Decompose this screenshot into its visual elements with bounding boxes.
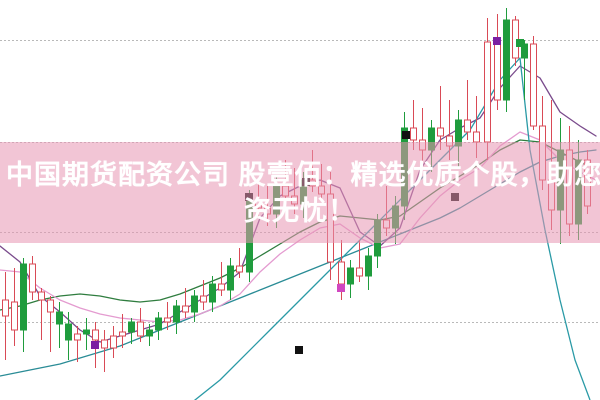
candle [101, 330, 108, 372]
candle-body [521, 43, 528, 59]
signal-marker [516, 39, 524, 47]
banner-line-1: 中国期货配资公司 股壹佰：精选优质个股，助您投 [6, 159, 600, 190]
candle-body [20, 263, 27, 331]
candle [29, 256, 36, 300]
candle [47, 296, 54, 352]
candle [164, 302, 171, 330]
signal-marker [337, 284, 345, 292]
candle [74, 326, 81, 362]
candle [503, 8, 510, 112]
candle [56, 302, 63, 348]
candle-body [209, 283, 216, 303]
signal-marker [493, 37, 501, 45]
signal-marker [91, 341, 99, 349]
candle-body [164, 317, 171, 323]
candle [65, 312, 72, 360]
candle-body [464, 119, 471, 133]
candle-body [56, 311, 63, 325]
candle-body [365, 255, 372, 277]
candle-body [29, 263, 36, 293]
candle [146, 324, 153, 346]
candle-body [473, 131, 480, 143]
candle-body [410, 127, 417, 141]
candle-body [38, 291, 45, 301]
candle [200, 280, 207, 310]
candle [2, 272, 9, 360]
candle-body [200, 295, 207, 303]
candle-body [338, 261, 345, 285]
candle [347, 260, 354, 298]
candle-body [83, 329, 90, 335]
signal-marker [402, 131, 410, 139]
candle [83, 318, 90, 350]
candle-body [218, 283, 225, 291]
candle-body [227, 265, 234, 291]
candle [365, 248, 372, 290]
candle-body [356, 267, 363, 277]
candle-body [503, 19, 510, 101]
banner-line-2: 资无忧！ [244, 195, 356, 226]
candle [11, 268, 18, 346]
candle [227, 258, 234, 300]
candle [128, 318, 135, 344]
candle-body [437, 127, 444, 137]
candle [464, 80, 471, 140]
candle-body [110, 335, 117, 349]
promo-banner-overlay: 中国期货配资公司 股壹佰：精选优质个股，助您投 资无忧！ [0, 142, 600, 243]
candle-body [173, 305, 180, 323]
candle-body [92, 329, 99, 341]
candle [356, 240, 363, 282]
candle-body [494, 41, 501, 101]
candle-body [146, 329, 153, 337]
candle [155, 312, 162, 340]
candle-body [137, 321, 144, 337]
candle [137, 308, 144, 342]
candle [110, 326, 117, 358]
candle-body [119, 331, 126, 337]
candle-body [236, 265, 243, 273]
candle-body [191, 295, 198, 313]
candle-body [155, 317, 162, 331]
candle-body [530, 43, 537, 127]
candle-body [484, 41, 491, 143]
candle-body [101, 339, 108, 349]
candle [119, 314, 126, 348]
signal-marker [295, 346, 303, 354]
candle [236, 248, 243, 278]
candle-body [347, 267, 354, 285]
candle-body [128, 321, 135, 333]
candle-body [182, 305, 189, 313]
candle [38, 288, 45, 340]
candle [173, 300, 180, 334]
candle [410, 100, 417, 150]
candle [191, 290, 198, 322]
candle [182, 288, 189, 318]
candle [437, 86, 444, 150]
candle [20, 258, 27, 352]
candle-body [65, 323, 72, 341]
candle [521, 40, 528, 100]
candle-body [47, 299, 54, 313]
candle-body [74, 333, 81, 341]
candle [530, 36, 537, 130]
candle [218, 262, 225, 296]
candle-body [11, 301, 18, 331]
candle-body [2, 299, 9, 317]
candle [209, 276, 216, 312]
